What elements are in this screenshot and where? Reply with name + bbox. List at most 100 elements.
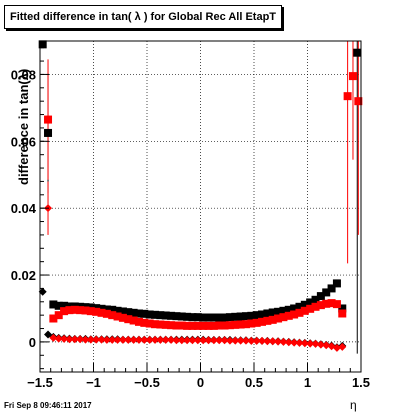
diamond-marker xyxy=(241,336,250,345)
square-marker xyxy=(199,321,208,330)
square-marker xyxy=(241,312,250,321)
diamond-marker xyxy=(263,337,272,346)
square-marker xyxy=(236,320,245,329)
square-marker xyxy=(300,300,309,309)
square-marker xyxy=(177,321,186,330)
diamond-marker xyxy=(118,335,127,344)
square-marker xyxy=(167,321,176,330)
x-axis-label: η xyxy=(350,398,357,412)
diamond-marker xyxy=(247,336,256,345)
square-marker xyxy=(172,321,181,330)
square-marker xyxy=(215,313,224,322)
square-marker xyxy=(225,313,234,322)
square-marker xyxy=(86,307,95,316)
square-marker xyxy=(252,318,261,327)
square-marker xyxy=(172,312,181,321)
diamond-marker xyxy=(295,338,304,347)
square-marker xyxy=(151,320,160,329)
diamond-marker xyxy=(97,335,106,344)
square-marker xyxy=(44,115,53,124)
diamond-marker xyxy=(274,337,283,346)
diamond-marker xyxy=(172,336,181,345)
square-marker xyxy=(134,317,143,326)
square-marker xyxy=(124,308,133,317)
diamond-marker xyxy=(167,335,176,344)
square-marker xyxy=(145,319,154,328)
y-tick-label: 0 xyxy=(29,335,36,350)
square-marker xyxy=(327,299,336,308)
diamond-marker xyxy=(134,335,143,344)
square-marker xyxy=(215,321,224,330)
square-marker xyxy=(209,313,218,322)
square-marker xyxy=(290,304,299,313)
square-marker xyxy=(177,312,186,321)
square-marker xyxy=(204,313,213,322)
diamond-marker xyxy=(338,342,347,351)
diamond-marker xyxy=(193,336,202,345)
square-marker xyxy=(44,128,53,137)
diamond-marker xyxy=(38,287,47,296)
square-marker xyxy=(97,308,106,317)
square-marker xyxy=(263,309,272,318)
square-marker xyxy=(145,310,154,319)
diamond-marker xyxy=(284,338,293,347)
x-tick-label: −1 xyxy=(86,375,101,390)
square-marker xyxy=(241,320,250,329)
diamond-marker xyxy=(231,336,240,345)
diamond-marker xyxy=(204,336,213,345)
square-marker xyxy=(54,301,63,310)
diamond-marker xyxy=(225,336,234,345)
square-marker xyxy=(322,288,331,297)
square-marker xyxy=(247,311,256,320)
square-marker xyxy=(108,311,117,320)
square-marker xyxy=(220,321,229,330)
diamond-marker xyxy=(49,333,58,342)
square-marker xyxy=(113,312,122,321)
square-marker xyxy=(295,302,304,311)
square-marker xyxy=(193,313,202,322)
square-marker xyxy=(156,311,165,320)
chart-title: Fitted difference in tan( λ ) for Global… xyxy=(4,5,282,29)
diamond-marker xyxy=(140,335,149,344)
square-marker xyxy=(38,40,47,49)
square-marker xyxy=(290,310,299,319)
square-marker xyxy=(353,48,362,57)
diamond-marker xyxy=(113,335,122,344)
diamond-marker xyxy=(279,337,288,346)
square-marker xyxy=(129,308,138,317)
square-marker xyxy=(188,321,197,330)
square-marker xyxy=(258,310,267,319)
square-marker xyxy=(354,97,363,106)
data-markers xyxy=(38,40,363,352)
square-marker xyxy=(183,312,192,321)
square-marker xyxy=(124,315,133,324)
x-tick-label: 1 xyxy=(304,375,311,390)
square-marker xyxy=(60,301,69,310)
square-marker xyxy=(348,72,357,81)
square-marker xyxy=(231,320,240,329)
diamond-marker xyxy=(199,336,208,345)
x-tick-label: 0.5 xyxy=(245,375,263,390)
square-marker xyxy=(92,307,101,316)
square-marker xyxy=(49,300,58,309)
square-marker xyxy=(102,305,111,314)
square-marker xyxy=(183,321,192,330)
square-marker xyxy=(268,315,277,324)
square-marker xyxy=(274,307,283,316)
square-marker xyxy=(188,313,197,322)
square-marker xyxy=(113,306,122,315)
diamond-marker xyxy=(316,340,325,349)
diamond-marker xyxy=(76,335,85,344)
diamond-marker xyxy=(145,335,154,344)
diamond-marker xyxy=(236,336,245,345)
diamond-marker xyxy=(258,336,267,345)
square-marker xyxy=(161,320,170,329)
square-marker xyxy=(343,92,352,101)
square-marker xyxy=(60,307,69,316)
square-marker xyxy=(102,309,111,318)
square-marker xyxy=(322,299,331,308)
y-tick-label: 0.04 xyxy=(11,201,37,216)
square-marker xyxy=(54,311,63,320)
square-marker xyxy=(108,305,117,314)
